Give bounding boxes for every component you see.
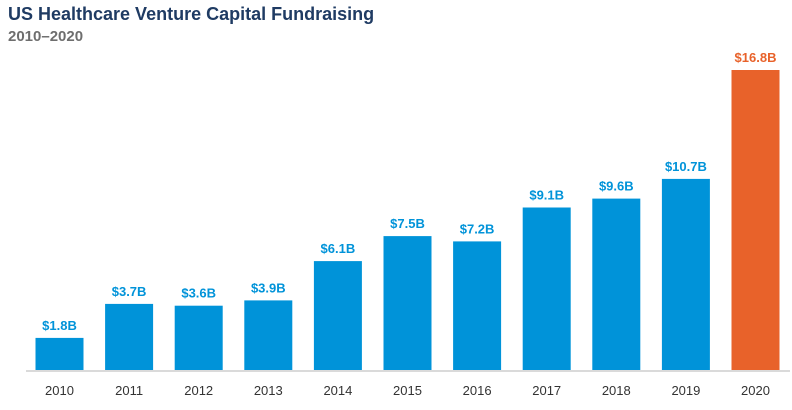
- x-tick-label-2015: 2015: [393, 383, 422, 398]
- bar-2016: [453, 241, 502, 370]
- data-label-2013: $3.9B: [251, 280, 286, 295]
- bars-layer: [35, 70, 780, 370]
- bar-2010: [35, 337, 84, 370]
- chart-title: US Healthcare Venture Capital Fundraisin…: [8, 4, 375, 24]
- labels-layer: $1.8B 2010 $3.7B 2011 $3.6B 2012 $3.9B 2013 $6.1…: [42, 50, 776, 398]
- bar-2017: [522, 207, 571, 370]
- x-tick-label-2018: 2018: [602, 383, 631, 398]
- x-tick-label-2017: 2017: [532, 383, 561, 398]
- x-tick-label-2012: 2012: [184, 383, 213, 398]
- bar-2012: [174, 305, 223, 370]
- x-tick-label-2011: 2011: [115, 383, 143, 398]
- x-tick-label-2020: 2020: [741, 383, 770, 398]
- data-label-2018: $9.6B: [599, 179, 634, 194]
- data-label-2016: $7.2B: [460, 221, 495, 236]
- data-label-2017: $9.1B: [529, 188, 564, 203]
- bar-2019: [661, 178, 710, 370]
- bar-2018: [592, 198, 641, 370]
- x-tick-label-2016: 2016: [463, 383, 492, 398]
- data-label-2014: $6.1B: [321, 241, 356, 256]
- bar-2015: [383, 236, 432, 370]
- x-tick-label-2014: 2014: [323, 383, 352, 398]
- bar-2014: [313, 261, 362, 370]
- chart-subtitle: 2010–2020: [8, 28, 84, 45]
- x-tick-label-2010: 2010: [45, 383, 74, 398]
- bar-2020: [731, 70, 780, 370]
- data-label-2015: $7.5B: [390, 216, 425, 231]
- data-label-2019: $10.7B: [665, 159, 707, 174]
- bar-2011: [105, 303, 154, 370]
- data-label-2010: $1.8B: [42, 318, 77, 333]
- x-tick-label-2013: 2013: [254, 383, 283, 398]
- data-label-2020: $16.8B: [735, 50, 777, 65]
- x-tick-label-2019: 2019: [671, 383, 700, 398]
- bar-2013: [244, 300, 293, 370]
- data-label-2011: $3.7B: [112, 284, 147, 299]
- data-label-2012: $3.6B: [181, 286, 216, 301]
